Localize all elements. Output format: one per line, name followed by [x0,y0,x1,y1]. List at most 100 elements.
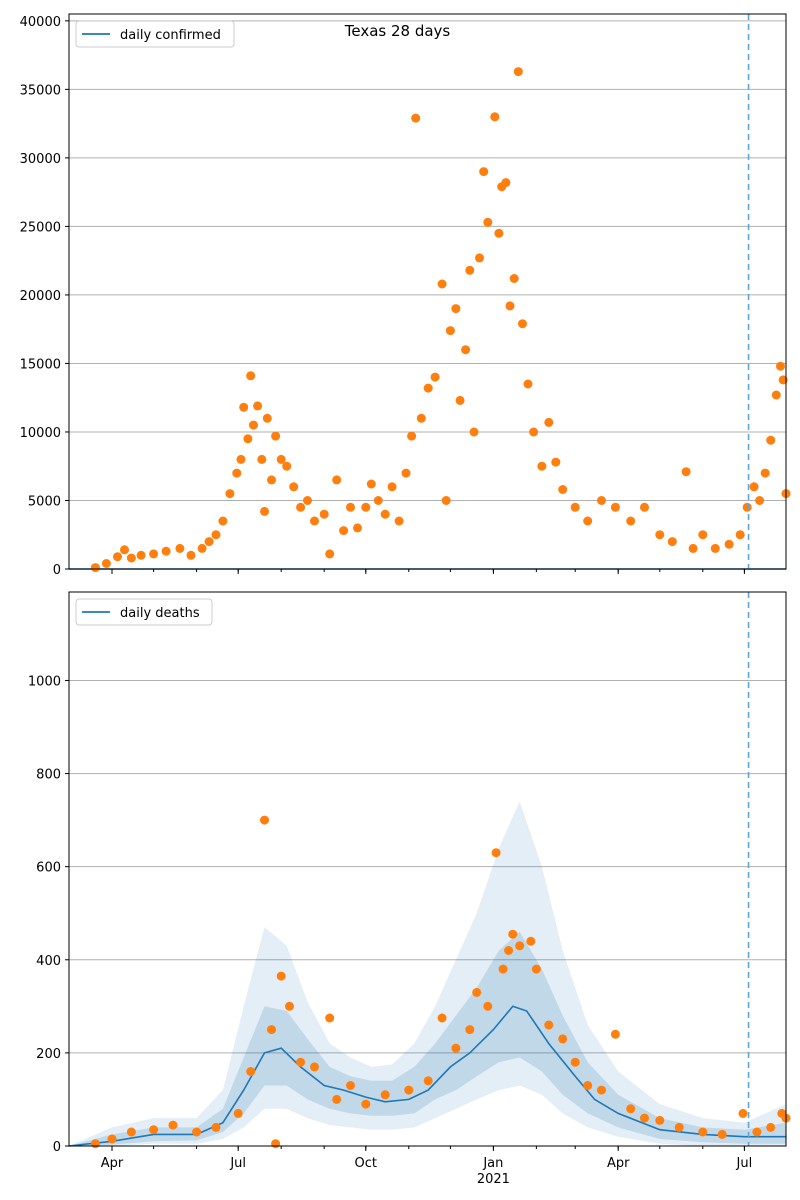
y-tick-label: 10000 [20,426,61,441]
data-point [698,1127,708,1137]
data-point [416,413,426,423]
x-tick-label: Apr [101,1156,124,1171]
y-tick-label: 20000 [20,289,61,304]
y-tick-label: 40000 [20,15,61,30]
data-point [626,1104,636,1114]
data-point [271,431,281,441]
data-point [505,301,515,311]
x-tick-label: Jan [482,1156,503,1171]
data-point [537,461,547,471]
data-point [249,420,258,430]
data-point [778,375,788,385]
data-point [161,546,171,556]
data-point [243,434,253,444]
plot-frame [68,591,787,1147]
data-point [509,274,519,283]
data-point [197,543,207,553]
data-point [267,475,276,485]
data-point [310,516,319,526]
data-point [126,1127,136,1137]
data-point [513,67,523,77]
data-point [469,427,479,437]
data-point [325,549,335,559]
y-tick-label: 35000 [20,83,61,98]
data-point [407,431,417,441]
data-point [319,509,329,519]
data-point [394,516,404,526]
y-tick-label: 800 [36,768,61,783]
x-tick-label: Oct [355,1156,377,1171]
data-point [204,537,214,547]
data-point [260,506,269,516]
data-point [211,1122,221,1132]
legend-label: daily confirmed [120,28,221,43]
data-point [755,496,765,505]
y-tick-label: 400 [36,954,61,969]
data-point [332,1094,342,1104]
data-point [544,417,554,427]
data-point [113,552,122,562]
x-tick-label: Jul [736,1156,753,1171]
data-point [192,1127,202,1137]
x-tick-label: Jul [229,1156,246,1171]
data-point [710,543,720,553]
data-point [771,390,781,400]
legend-box [75,598,213,626]
data-point [475,253,484,263]
data-point [451,304,461,314]
data-point [346,1081,355,1090]
data-point [570,502,580,512]
data-point [445,326,455,336]
data-point [126,553,136,563]
data-point [262,413,272,423]
data-point [472,987,482,997]
data-point [107,1134,117,1144]
y-tick-label: 25000 [20,220,61,235]
data-point [461,345,471,355]
data-point [101,559,111,568]
data-point [465,265,475,275]
data-point [583,1081,593,1090]
data-point [276,454,286,464]
data-point [332,475,342,485]
y-tick-label: 0 [53,1140,61,1155]
data-point [597,1085,606,1095]
data-point [361,502,371,512]
data-point [253,401,263,411]
data-point [423,1076,433,1086]
data-point [558,485,568,494]
data-point [149,549,159,559]
data-point [742,502,752,512]
data-point [246,371,256,381]
data-point [766,435,776,445]
data-point [610,502,620,512]
series-line-0 [68,1005,786,1147]
data-point [749,482,759,492]
data-point [490,112,500,122]
data-point [282,461,292,471]
data-point [655,530,665,540]
data-point [570,1057,580,1067]
data-point [339,526,349,536]
data-point [257,454,267,464]
data-point [271,1139,281,1149]
data-point [325,1013,335,1023]
data-point [168,1120,178,1130]
data-point [529,427,539,437]
data-point [610,1029,620,1039]
data-point [401,468,411,478]
data-point [483,217,493,227]
data-point [544,1020,554,1030]
data-point [423,383,433,393]
data-point [437,279,447,289]
data-point [508,929,518,939]
data-point [498,964,508,974]
data-point [404,1085,414,1095]
x-tick-sublabel: 2021 [477,1172,510,1187]
y-tick-label: 15000 [20,357,61,372]
data-point [120,545,129,555]
data-point [551,457,561,467]
data-point [455,395,465,405]
data-point [451,1043,461,1053]
